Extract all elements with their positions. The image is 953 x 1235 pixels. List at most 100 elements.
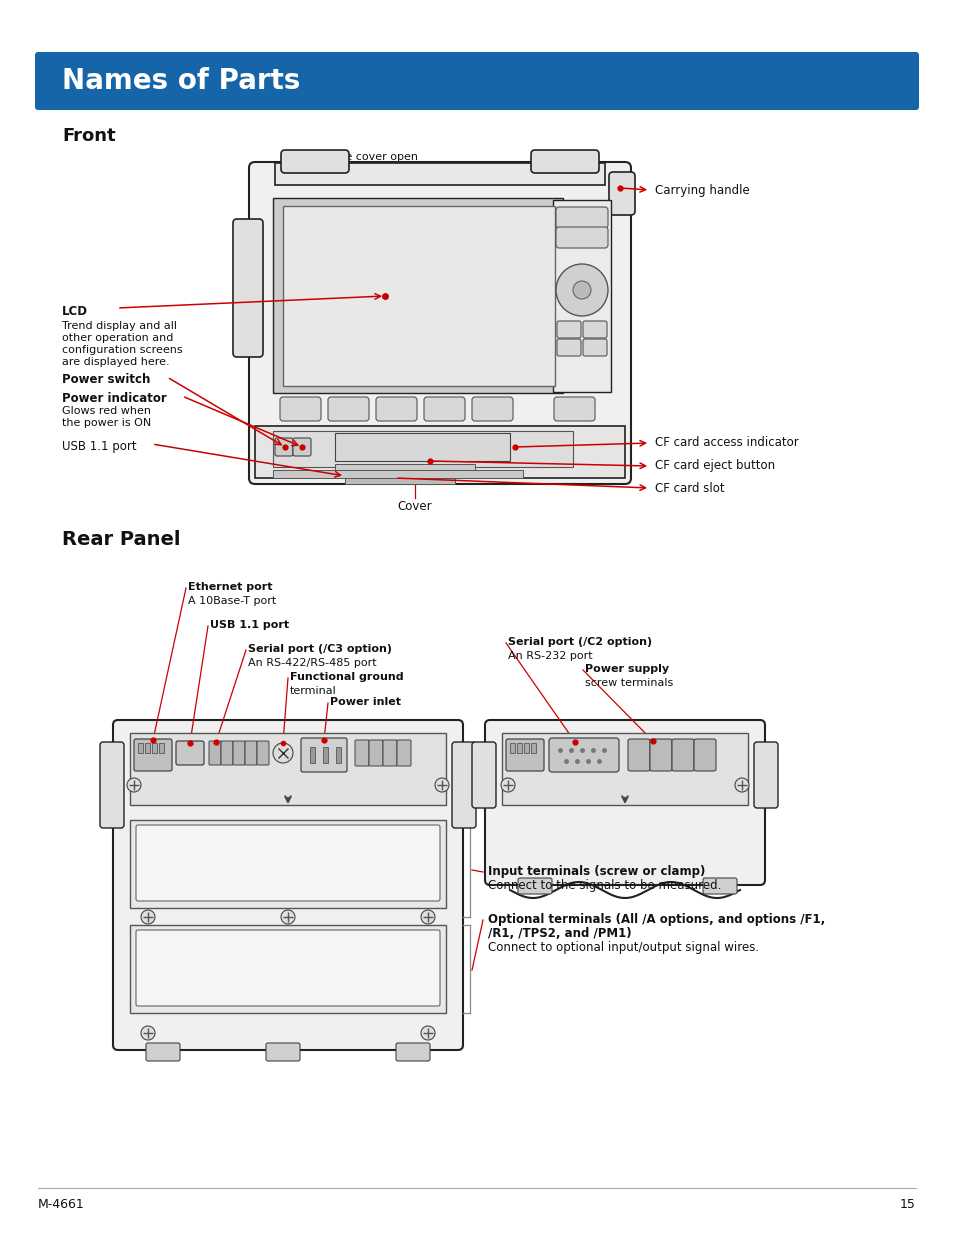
Text: Names of Parts: Names of Parts xyxy=(62,67,300,95)
Circle shape xyxy=(435,778,449,792)
Text: An RS-232 port: An RS-232 port xyxy=(507,651,592,661)
Bar xyxy=(273,198,562,393)
FancyBboxPatch shape xyxy=(517,878,552,894)
FancyBboxPatch shape xyxy=(100,742,124,827)
FancyBboxPatch shape xyxy=(355,740,369,766)
FancyBboxPatch shape xyxy=(375,396,416,421)
Bar xyxy=(254,426,624,478)
Text: Serial port (/C3 option): Serial port (/C3 option) xyxy=(248,643,392,655)
Bar xyxy=(273,471,522,478)
Bar xyxy=(152,743,157,753)
Circle shape xyxy=(127,778,141,792)
Text: Front: Front xyxy=(62,127,115,144)
Bar xyxy=(283,206,555,387)
Text: Power switch: Power switch xyxy=(62,373,151,387)
FancyBboxPatch shape xyxy=(35,52,918,110)
FancyBboxPatch shape xyxy=(608,172,635,215)
Circle shape xyxy=(734,778,748,792)
Bar xyxy=(130,820,446,908)
FancyBboxPatch shape xyxy=(557,338,580,356)
Bar xyxy=(145,743,150,753)
Text: Ethernet port: Ethernet port xyxy=(188,582,273,592)
Bar xyxy=(323,747,328,763)
Text: other operation and: other operation and xyxy=(62,333,173,343)
Text: the power is ON: the power is ON xyxy=(62,417,152,429)
FancyBboxPatch shape xyxy=(548,739,618,772)
FancyBboxPatch shape xyxy=(209,741,221,764)
Bar xyxy=(501,734,747,805)
FancyBboxPatch shape xyxy=(505,739,543,771)
Text: An RS-422/RS-485 port: An RS-422/RS-485 port xyxy=(248,658,376,668)
FancyBboxPatch shape xyxy=(582,338,606,356)
Circle shape xyxy=(420,910,435,924)
FancyBboxPatch shape xyxy=(582,321,606,338)
Text: Connect to optional input/output signal wires.: Connect to optional input/output signal … xyxy=(488,941,759,953)
FancyBboxPatch shape xyxy=(245,741,256,764)
Text: configuration screens: configuration screens xyxy=(62,345,182,354)
FancyBboxPatch shape xyxy=(649,739,671,771)
Bar xyxy=(510,743,515,753)
Text: With the cover open: With the cover open xyxy=(305,152,417,162)
Text: USB 1.1 port: USB 1.1 port xyxy=(210,620,289,630)
Bar xyxy=(310,747,314,763)
FancyBboxPatch shape xyxy=(396,740,411,766)
Bar xyxy=(523,743,529,753)
Text: screw terminals: screw terminals xyxy=(584,678,673,688)
FancyBboxPatch shape xyxy=(557,321,580,338)
Text: CF card access indicator: CF card access indicator xyxy=(655,436,798,450)
Text: Optional terminals (All /A options, and options /F1,: Optional terminals (All /A options, and … xyxy=(488,913,824,926)
FancyBboxPatch shape xyxy=(554,396,595,421)
Text: Input terminals (screw or clamp): Input terminals (screw or clamp) xyxy=(488,864,704,878)
Text: Connect to the signals to be measured.: Connect to the signals to be measured. xyxy=(488,879,720,892)
Bar xyxy=(335,433,510,461)
Text: Power inlet: Power inlet xyxy=(330,697,400,706)
FancyBboxPatch shape xyxy=(175,741,204,764)
Circle shape xyxy=(273,743,293,763)
Text: Power supply: Power supply xyxy=(584,664,668,674)
Bar xyxy=(274,163,604,185)
Circle shape xyxy=(141,1026,154,1040)
Text: LCD: LCD xyxy=(62,305,88,317)
FancyBboxPatch shape xyxy=(112,720,462,1050)
Text: Cover: Cover xyxy=(397,500,432,513)
Text: CF card slot: CF card slot xyxy=(655,482,724,494)
Text: Glows red when: Glows red when xyxy=(62,406,151,416)
Bar xyxy=(159,743,164,753)
Text: A 10Base-T port: A 10Base-T port xyxy=(188,597,276,606)
Circle shape xyxy=(420,1026,435,1040)
FancyBboxPatch shape xyxy=(146,1044,180,1061)
FancyBboxPatch shape xyxy=(395,1044,430,1061)
Text: Carrying handle: Carrying handle xyxy=(655,184,749,196)
Bar xyxy=(130,925,446,1013)
Circle shape xyxy=(281,910,294,924)
FancyBboxPatch shape xyxy=(472,742,496,808)
FancyBboxPatch shape xyxy=(136,930,439,1007)
Circle shape xyxy=(500,778,515,792)
Bar xyxy=(335,464,475,475)
Text: are displayed here.: are displayed here. xyxy=(62,357,170,367)
FancyBboxPatch shape xyxy=(136,825,439,902)
Bar xyxy=(531,743,536,753)
FancyBboxPatch shape xyxy=(693,739,716,771)
Circle shape xyxy=(573,282,590,299)
FancyBboxPatch shape xyxy=(249,162,630,484)
Text: Serial port (/C2 option): Serial port (/C2 option) xyxy=(507,637,652,647)
Text: CF card eject button: CF card eject button xyxy=(655,459,774,473)
FancyBboxPatch shape xyxy=(221,741,233,764)
Text: Power indicator: Power indicator xyxy=(62,391,167,405)
FancyBboxPatch shape xyxy=(671,739,693,771)
FancyBboxPatch shape xyxy=(556,227,607,248)
FancyBboxPatch shape xyxy=(753,742,778,808)
FancyBboxPatch shape xyxy=(293,438,311,456)
FancyBboxPatch shape xyxy=(627,739,649,771)
FancyBboxPatch shape xyxy=(301,739,347,772)
FancyBboxPatch shape xyxy=(266,1044,299,1061)
FancyBboxPatch shape xyxy=(702,878,737,894)
Text: /R1, /TPS2, and /PM1): /R1, /TPS2, and /PM1) xyxy=(488,927,631,940)
FancyBboxPatch shape xyxy=(531,149,598,173)
Bar xyxy=(517,743,521,753)
FancyBboxPatch shape xyxy=(472,396,513,421)
FancyBboxPatch shape xyxy=(423,396,464,421)
Bar xyxy=(335,747,340,763)
Bar xyxy=(130,734,446,805)
